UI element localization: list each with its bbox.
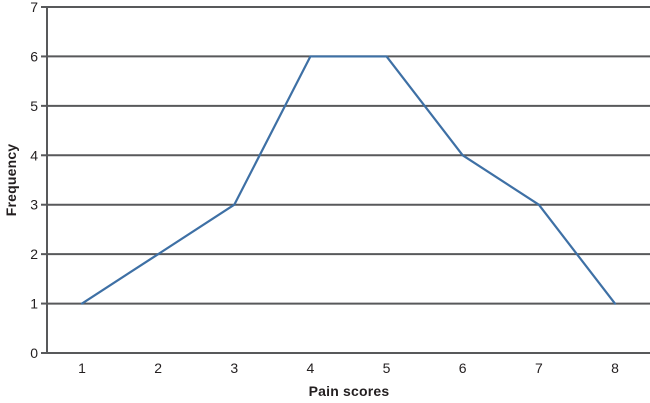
y-tick-label: 1 [30,296,38,312]
y-tick-label: 5 [30,98,38,114]
x-tick-label: 2 [154,360,162,376]
y-tick-label: 0 [30,345,38,361]
x-tick-label: 6 [459,360,467,376]
y-axis-title: Frequency [3,143,19,217]
y-tick-label: 2 [30,246,38,262]
y-tick-label: 6 [30,48,38,64]
y-tick-label: 4 [30,147,38,163]
frequency-data-line [80,55,617,305]
x-axis-title: Pain scores [308,383,390,399]
x-tick-label: 7 [535,360,543,376]
y-tick-label: 7 [30,0,38,15]
x-tick-label: 5 [383,360,391,376]
x-tick-label: 8 [611,360,619,376]
x-tick-label: 1 [78,360,86,376]
y-tick-label: 3 [30,197,38,213]
x-tick-label: 4 [307,360,315,376]
x-tick-label: 3 [230,360,238,376]
